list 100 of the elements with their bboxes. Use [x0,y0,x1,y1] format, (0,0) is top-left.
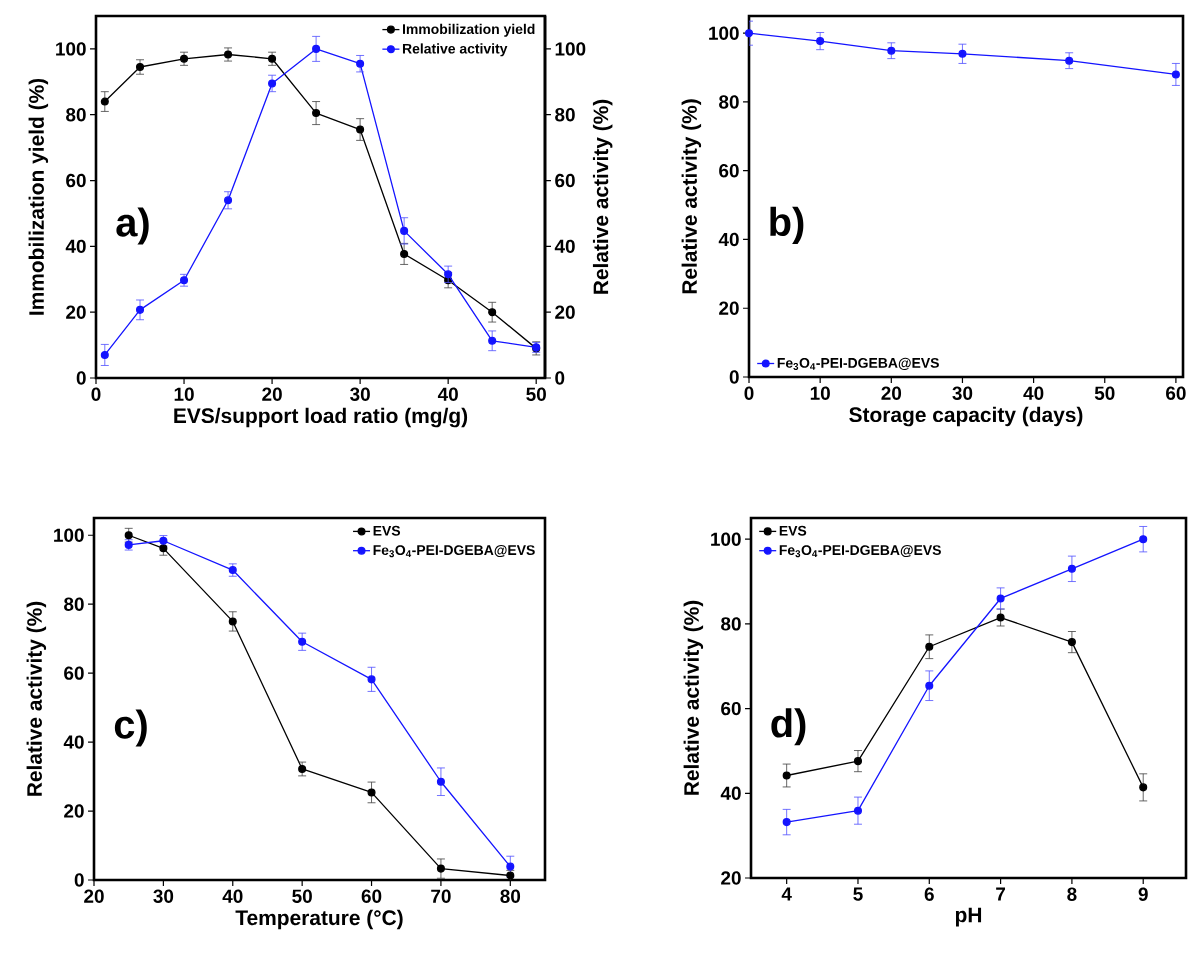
point [159,544,168,553]
x-tick-label: 30 [153,889,174,903]
point [135,305,145,314]
point [1139,783,1148,792]
x-axis-title: Temperature (°C) [235,909,403,930]
point [312,44,321,53]
point [506,862,515,871]
point [436,864,445,873]
point [312,109,321,118]
x-tick-label: 80 [500,889,521,903]
x-axis-title: pH [955,907,982,927]
y-tick-label: 20 [64,804,84,818]
legend-label: Immobilization yield [402,23,535,37]
point [853,757,863,766]
y-tick-label: 40 [718,232,739,247]
point [224,196,233,205]
point [1065,56,1074,65]
point [1067,564,1076,573]
point [1171,70,1180,79]
y2-tick-label: 100 [555,42,586,56]
x-tick-label: 30 [952,386,973,400]
point [816,37,825,46]
x-axis-title: Storage capacity (days) [849,406,1083,427]
y-tick-label: 0 [74,873,84,887]
legend-label: Fe$_{3}$O$_{4}$-PEI-DGEBA@EVS [779,544,941,558]
point [958,49,967,58]
x-tick-label: 70 [431,889,451,903]
y-tick-label: 60 [719,164,739,178]
x-tick-label: 20 [262,387,282,401]
y-axis-title: Relative activity (%) [683,600,704,795]
y-axis-title: Relative activity (%) [681,99,702,294]
legend-label: EVS [373,525,401,536]
point [268,79,277,88]
y-tick-label: 20 [719,301,739,315]
point [925,681,934,690]
annotation: a) [116,207,149,245]
point [782,818,791,827]
x-tick-label: 20 [84,889,104,903]
x-tick-label: 9 [1138,887,1148,901]
y-tick-label: 100 [56,42,86,56]
y2-axis-title: Relative activity (%) [592,99,613,294]
point [436,777,445,786]
y-tick-label: 100 [709,26,739,40]
point [400,226,409,235]
x-tick-label: 50 [1094,386,1115,400]
x-tick-label: 7 [996,887,1006,901]
legend-label: Relative activity [402,43,508,57]
point [228,617,237,626]
x-tick-label: 10 [810,386,830,400]
point [298,637,307,646]
point [887,46,896,55]
x-axis-title: EVS/support load ratio (mg/g) [174,407,468,428]
y-tick-label: 60 [64,666,84,680]
x-tick-label: 5 [853,887,863,901]
x-tick-label: 0 [91,387,101,401]
x-tick-label: 30 [350,387,370,401]
annotation: d) [771,708,806,746]
annotation: b) [770,206,804,244]
point [100,350,109,359]
y-tick-label: 80 [721,617,741,631]
point [356,125,365,134]
x-tick-label: 50 [292,889,312,903]
y2-tick-label: 80 [555,108,575,122]
y-tick-label: 60 [66,173,86,188]
x-tick-label: 0 [744,386,754,400]
x-tick-label: 40 [1023,386,1044,400]
y-tick-label: 80 [66,108,86,122]
y2-tick-label: 40 [554,239,575,254]
y-tick-label: 80 [64,597,84,611]
point [782,771,791,780]
x-tick-label: 20 [881,386,902,400]
point [356,59,365,68]
point [367,788,376,797]
point [100,97,109,106]
y-tick-label: 80 [719,95,739,109]
x-tick-label: 8 [1067,887,1077,901]
legend-label: Fe$_{3}$O$_{4}$-PEI-DGEBA@EVS [777,357,939,370]
y-tick-label: 40 [63,735,84,749]
point [444,270,453,279]
point [996,613,1005,622]
y2-tick-label: 60 [555,173,575,188]
x-tick-label: 10 [174,387,194,401]
y2-tick-label: 20 [555,305,575,319]
point [996,594,1005,603]
y-tick-label: 100 [711,532,741,546]
point [925,642,934,651]
y-axis-title: Immobilization yield (%) [28,78,49,315]
x-tick-label: 4 [781,887,792,901]
point [400,249,409,258]
y-tick-label: 60 [721,701,741,716]
legend-label: EVS [779,525,807,536]
y-tick-label: 40 [720,786,741,800]
y-tick-label: 0 [76,371,86,385]
x-tick-label: 6 [924,887,934,901]
y-tick-label: 40 [65,239,86,254]
y-tick-label: 20 [66,305,86,319]
x-tick-label: 40 [437,387,458,401]
point [488,308,497,317]
point [124,531,133,540]
x-tick-label: 40 [222,889,243,903]
